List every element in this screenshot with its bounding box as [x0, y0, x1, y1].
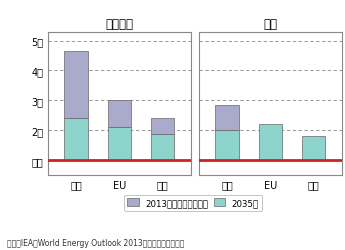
Bar: [302, 136, 325, 160]
Text: 資料：IEA『World Energy Outlook 2013』概要版から転載。: 資料：IEA『World Energy Outlook 2013』概要版から転載…: [7, 238, 184, 247]
Bar: [151, 118, 175, 135]
Bar: [65, 52, 88, 118]
Bar: [65, 118, 88, 160]
Bar: [108, 101, 131, 128]
Title: 天然ガス: 天然ガス: [106, 18, 134, 31]
Bar: [215, 130, 239, 160]
Bar: [215, 105, 239, 130]
Bar: [258, 124, 282, 160]
Title: 電力: 電力: [263, 18, 277, 31]
Bar: [151, 135, 175, 160]
Bar: [108, 128, 131, 160]
Legend: 2013年分からの縮小分, 2035年: 2013年分からの縮小分, 2035年: [124, 195, 263, 211]
